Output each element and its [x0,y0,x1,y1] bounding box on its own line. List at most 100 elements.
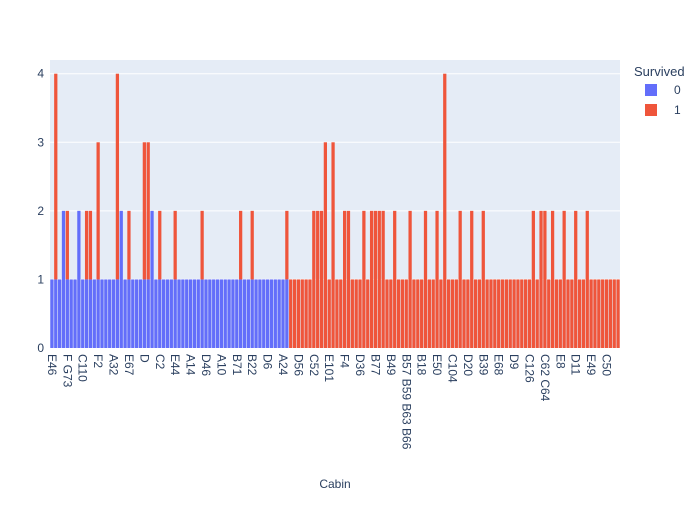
bar [574,210,578,348]
bar [115,279,120,348]
x-tick-label: A14 [184,354,198,376]
bar [285,279,289,348]
bar [158,279,162,348]
bar [323,142,327,348]
x-tick-label: C62 C64 [538,354,552,402]
bar [127,279,131,348]
bar [416,279,420,348]
bar [138,279,143,348]
bar [219,279,224,348]
bar [458,210,462,348]
bar [246,279,250,348]
bar [327,279,331,348]
bar [362,210,366,348]
x-tick-label: E49 [584,354,598,376]
bar [535,279,539,348]
bar [585,210,589,348]
bar [65,210,69,280]
bar [446,279,451,348]
bar [562,210,566,348]
bar [154,279,158,348]
x-tick-label: E101 [322,354,336,382]
bar [258,279,262,348]
x-tick-label: B22 [245,354,259,376]
bar [308,279,312,348]
bar [593,279,597,348]
legend-label[interactable]: 1 [674,103,681,117]
bar [527,279,532,348]
bar [277,279,281,348]
bar [604,279,609,348]
bar [439,279,443,348]
bar [381,210,385,348]
bar [570,279,574,348]
bar [161,279,166,348]
bar [96,142,100,280]
bar [231,279,235,348]
bar [215,279,220,348]
bar [524,279,528,348]
x-tick-label: E68 [492,354,506,376]
bar [239,210,243,280]
x-tick-label: D36 [353,354,367,376]
x-tick-label: E46 [45,354,59,376]
bar [420,279,424,348]
legend-swatch[interactable] [645,84,657,96]
bar [539,210,543,348]
bar [500,279,505,348]
bar [547,279,551,348]
bar [616,279,620,348]
bar [516,279,520,348]
bar [58,279,62,348]
legend-swatch[interactable] [645,104,657,116]
bar [443,73,447,348]
bar [531,210,535,348]
bar [597,279,601,348]
bar [581,279,586,348]
bar [92,279,96,348]
bar [227,279,231,348]
bar [188,279,193,348]
bar [131,279,135,348]
bar [512,279,516,348]
bar [504,279,509,348]
x-tick-label: F G73 [60,354,74,388]
bar [273,279,277,348]
bar [316,210,320,348]
bar [185,279,189,348]
x-tick-label: B49 [384,354,398,376]
x-axis-title: Cabin [319,477,350,491]
bar [142,279,146,348]
bar [173,279,177,348]
x-tick-label: C104 [445,354,459,383]
bar [165,279,170,348]
bar [589,279,593,348]
bar [239,279,243,348]
bar [127,210,131,280]
x-tick-label: B39 [476,354,490,376]
bar [65,279,69,348]
bar [493,279,497,348]
legend-label[interactable]: 0 [674,83,681,97]
bar [250,279,254,348]
x-tick-label: F4 [338,354,352,368]
bar [169,279,173,348]
bar [84,210,89,280]
x-tick-label: E50 [430,354,444,376]
bar [377,210,381,348]
bar [173,210,177,280]
bar [366,279,370,348]
bar [550,210,555,348]
bar [69,279,73,348]
bar [192,279,197,348]
bar [612,279,616,348]
bar [158,210,162,280]
bar [312,210,316,348]
x-tick-label: C50 [600,354,614,376]
bar [108,279,112,348]
x-tick-label: D20 [461,354,475,376]
bar [265,279,270,348]
bar [343,210,347,348]
x-tick-label: D46 [199,354,213,376]
x-tick-label: F2 [91,354,105,368]
